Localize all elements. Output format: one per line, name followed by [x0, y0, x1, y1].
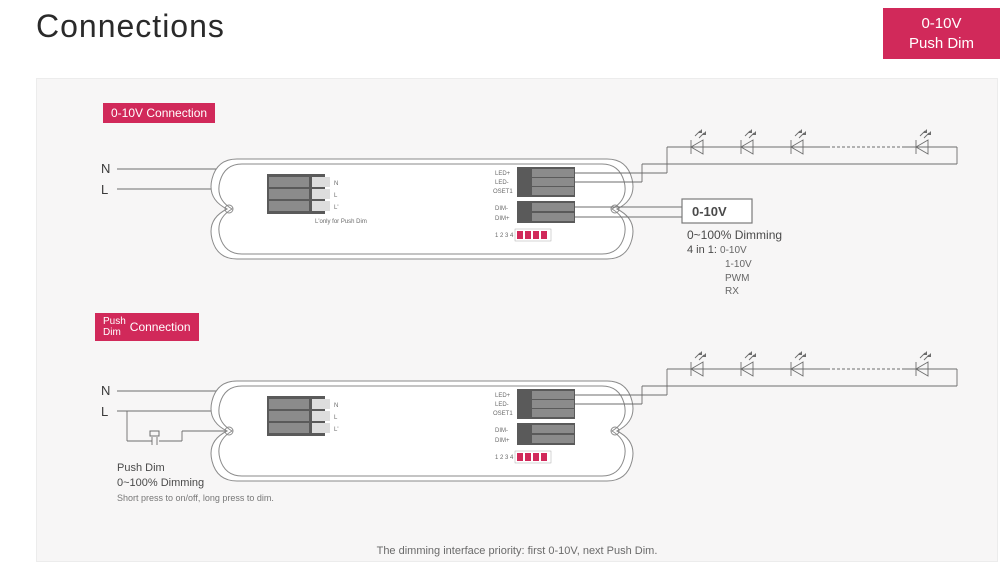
svg-text:L': L' [334, 427, 338, 433]
footer-note: The dimming interface priority: first 0-… [377, 545, 658, 557]
svg-text:N: N [334, 403, 338, 409]
control-box-label: 0-10V [692, 204, 727, 219]
dimming-info-1: 0~100% Dimming 4 in 1: 0-10V 1-10V PWM R… [687, 227, 782, 299]
dimm: DIM- [495, 206, 508, 212]
ledp: LED+ [495, 171, 511, 177]
led-string-2 [691, 351, 931, 376]
dimp: DIM+ [495, 216, 510, 222]
section2-label: Push Dim Connection [95, 313, 199, 341]
push-button-icon [127, 431, 182, 445]
svg-text:OSET1: OSET1 [493, 411, 513, 417]
term-n: N [334, 181, 338, 187]
oset1: OSET1 [493, 189, 513, 195]
ledm: LED- [495, 180, 509, 186]
badge-line1: 0-10V [909, 14, 974, 34]
badge-line2: Push Dim [909, 34, 974, 54]
svg-text:DIM+: DIM+ [495, 438, 510, 444]
led-string-1 [691, 129, 931, 154]
push-dim-notes: Push Dim 0~100% Dimming Short press to o… [117, 461, 274, 504]
mode-badge: 0-10V Push Dim [883, 8, 1000, 59]
term-note: L'only for Push Dim [315, 219, 367, 225]
svg-text:1 2 3 4: 1 2 3 4 [495, 233, 514, 239]
page-title: Connections [36, 8, 225, 45]
diagram-panel: 0-10V Connection N L N L L' L'only for P… [36, 78, 998, 562]
section1-diagram: N L L' L'only for Push Dim LED+ LED- OSE… [37, 119, 997, 299]
section2-diagram: N L L' LED+ LED- OSET1 DIM- DIM+ 1 2 3 4 [37, 341, 997, 541]
term-lp: L' [334, 205, 338, 211]
svg-text:1 2 3 4: 1 2 3 4 [495, 455, 514, 461]
svg-text:LED+: LED+ [495, 393, 511, 399]
svg-text:DIM-: DIM- [495, 428, 508, 434]
svg-text:LED-: LED- [495, 402, 509, 408]
